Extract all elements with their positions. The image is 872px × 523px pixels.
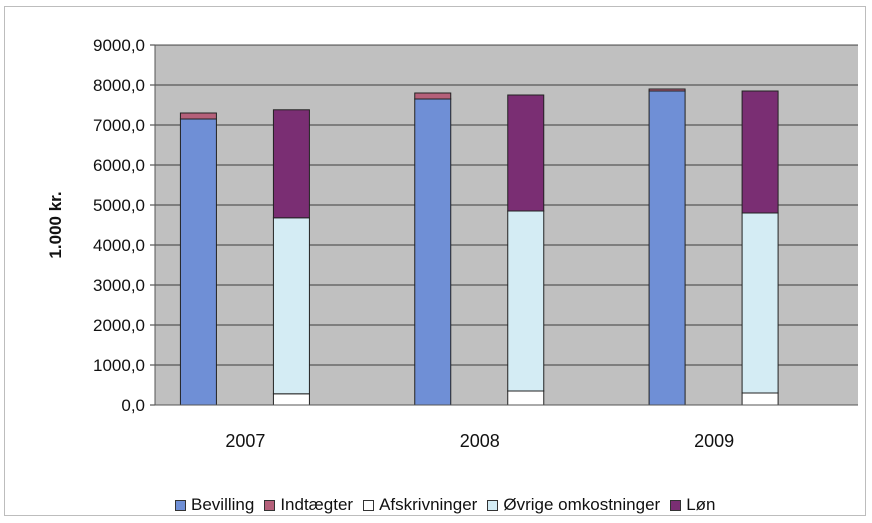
y-tick-label: 3000,0 [93, 276, 145, 295]
legend-swatch [264, 499, 276, 511]
legend-item: Løn [670, 495, 715, 515]
bar-bevilling-2007 [179, 118, 217, 406]
y-tick-label: 0,0 [121, 396, 145, 415]
stacked-bar-chart: 0,0 1000,0 2000,0 3000,0 4000,0 5000,0 6000,0 7… [46, 36, 858, 451]
y-tick-label: 1000,0 [93, 356, 145, 375]
y-tick-label: 4000,0 [93, 236, 145, 255]
legend-item: Afskrivninger [363, 495, 477, 515]
bar-indtægter-2009 [648, 88, 686, 92]
legend-item: Øvrige omkostninger [487, 495, 660, 515]
bar-øvrige-omkostninger-2007 [272, 217, 310, 395]
legend-label: Bevilling [191, 495, 255, 514]
legend-label: Indtægter [280, 495, 354, 514]
bar-afskrivninger-2008 [507, 390, 545, 406]
bar-bevilling-2008 [414, 98, 452, 406]
bar-bevilling-2009 [648, 90, 686, 406]
x-category-label: 2009 [694, 431, 734, 451]
gridlines [155, 44, 858, 366]
legend: Bevilling Indtægter Afskrivninger Øvrige om… [175, 493, 715, 517]
legend-swatch [175, 499, 186, 511]
axes: 0,0 1000,0 2000,0 3000,0 4000,0 5000,0 6000,0 7… [93, 36, 858, 451]
y-axis-label: 1.000 kr. [46, 191, 65, 258]
legend-swatch [487, 499, 499, 511]
x-category-label: 2008 [460, 431, 500, 451]
plot-area [155, 45, 858, 405]
y-tick-label: 5000,0 [93, 196, 145, 215]
legend-label: Løn [686, 495, 716, 514]
legend-label: Øvrige omkostninger [503, 495, 661, 514]
bar-løn-2007 [272, 109, 310, 219]
bar-løn-2009 [741, 90, 779, 214]
bar-afskrivninger-2009 [741, 392, 779, 406]
bar-løn-2008 [507, 94, 545, 212]
y-tick-label: 2000,0 [93, 316, 145, 335]
legend-item: Indtægter [264, 495, 353, 515]
legend-swatch [363, 499, 375, 511]
bar-øvrige-omkostninger-2008 [507, 210, 545, 392]
y-tick-label: 7000,0 [93, 116, 145, 135]
y-tick-label: 8000,0 [93, 76, 145, 95]
bar-indtægter-2007 [179, 112, 217, 120]
legend-item: Bevilling [175, 495, 254, 515]
legend-label: Afskrivninger [379, 495, 478, 514]
chart-frame: 0,0 1000,0 2000,0 3000,0 4000,0 5000,0 6000,0 7… [4, 6, 866, 516]
bars [179, 88, 779, 406]
bar-afskrivninger-2007 [272, 393, 310, 406]
y-tick-label: 9000,0 [93, 36, 145, 55]
x-category-label: 2007 [225, 431, 265, 451]
y-tick-label: 6000,0 [93, 156, 145, 175]
legend-swatch [670, 499, 682, 511]
bar-indtægter-2008 [414, 92, 452, 100]
bar-øvrige-omkostninger-2009 [741, 212, 779, 394]
